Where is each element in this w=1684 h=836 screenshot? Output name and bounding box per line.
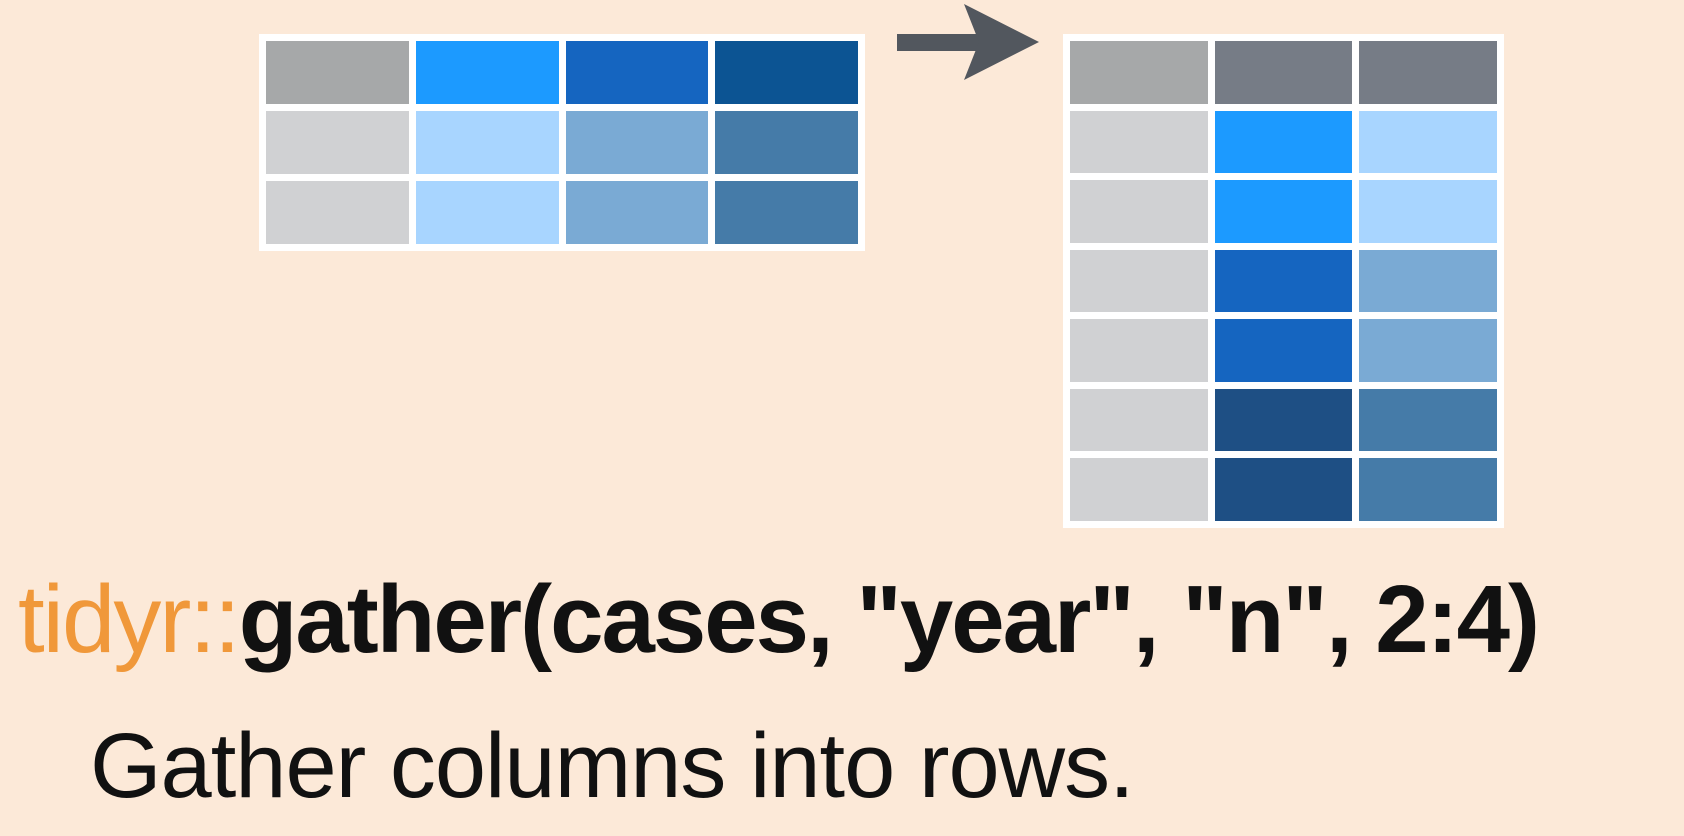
- long-table-cell-r4-c1: [1070, 249, 1208, 313]
- long-table-cell-r4-c3: [1359, 249, 1497, 313]
- long-table-cell-r3-c1: [1070, 180, 1208, 243]
- wide-table-cell-r1-c2: [415, 41, 559, 104]
- long-table-cell-r1-c3: [1359, 41, 1497, 104]
- long-table-cell-r2-c3: [1359, 110, 1497, 174]
- description: Gather columns into rows.: [90, 715, 1135, 817]
- package-prefix: tidyr::: [18, 566, 241, 673]
- function-call: gather(cases, "year", "n", 2:4): [238, 566, 1540, 673]
- long-table-cell-r1-c2: [1214, 41, 1353, 104]
- long-table-cell-r1-c1: [1070, 41, 1208, 104]
- wide-table-cell-r3-c3: [565, 181, 709, 244]
- long-table-cell-r5-c3: [1359, 319, 1497, 382]
- long-table-cell-r4-c2: [1214, 249, 1353, 313]
- wide-table-cell-r2-c1: [266, 111, 409, 174]
- long-table-cell-r6-c3: [1359, 388, 1497, 452]
- wide-table-cell-r2-c2: [415, 111, 559, 174]
- wide-table-cell-r3-c1: [266, 181, 409, 244]
- wide-table-cell-r3-c2: [415, 181, 559, 244]
- wide-table-cell-r3-c4: [715, 181, 858, 244]
- long-table-cell-r5-c2: [1214, 319, 1353, 382]
- long-table-cell-r7-c3: [1359, 458, 1497, 521]
- long-table-cell-r7-c2: [1214, 458, 1353, 521]
- long-table-cell-r6-c1: [1070, 388, 1208, 452]
- long-table-cell-r2-c1: [1070, 110, 1208, 174]
- long-table-cell-r7-c1: [1070, 458, 1208, 521]
- long-table-cell-r2-c2: [1214, 110, 1353, 174]
- long-table-cell-r6-c2: [1214, 388, 1353, 452]
- wide-table-cell-r1-c1: [266, 41, 409, 104]
- wide-table: [259, 34, 865, 251]
- long-table: [1063, 34, 1504, 528]
- right-arrow-icon: [893, 0, 1043, 85]
- long-table-cell-r3-c2: [1214, 180, 1353, 243]
- long-table-cell-r5-c1: [1070, 319, 1208, 382]
- wide-table-cell-r2-c3: [565, 111, 709, 174]
- wide-table-cell-r2-c4: [715, 111, 858, 174]
- long-table-cell-r3-c3: [1359, 180, 1497, 243]
- wide-table-cell-r1-c3: [565, 41, 709, 104]
- code-line: tidyr::gather(cases, "year", "n", 2:4): [18, 572, 1540, 668]
- wide-table-cell-r1-c4: [715, 41, 858, 104]
